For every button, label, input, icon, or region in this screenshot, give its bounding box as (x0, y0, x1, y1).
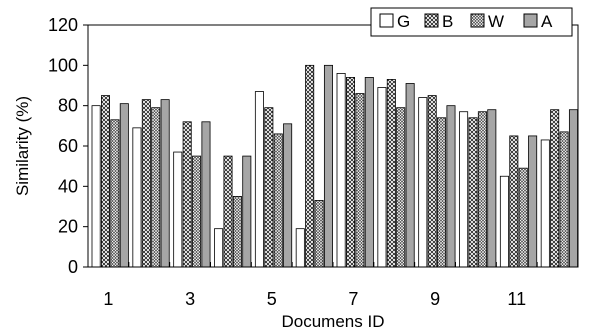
bar-g-doc-7 (336, 73, 346, 268)
bar-b-doc-4 (223, 155, 233, 268)
bar-g-doc-3 (173, 151, 183, 268)
bar-b-doc-2 (141, 99, 151, 268)
legend-swatch-g (379, 13, 394, 28)
bar-b-doc-1 (101, 95, 111, 268)
bar-g-doc-2 (132, 127, 142, 268)
y-tick-label: 40 (58, 176, 78, 196)
bar-b-doc-12 (550, 109, 560, 268)
x-tick-label: 11 (507, 289, 526, 309)
y-axis-ticks: 0 20 40 60 80 100 120 (48, 15, 88, 277)
legend-swatch-b (424, 13, 439, 28)
x-tick-label: 7 (348, 289, 358, 309)
bar-a-doc-7 (364, 77, 374, 268)
bar-a-doc-1 (119, 103, 129, 268)
y-tick-label: 120 (48, 15, 78, 35)
bar-w-doc-6 (314, 200, 324, 268)
bar-a-doc-8 (405, 83, 415, 268)
bar-w-doc-7 (355, 93, 365, 268)
legend: G B W A (370, 7, 573, 37)
y-tick-label: 20 (58, 217, 78, 237)
bar-w-doc-5 (273, 133, 283, 268)
bar-w-doc-11 (518, 167, 528, 268)
bar-a-doc-6 (323, 64, 333, 268)
bar-w-doc-8 (396, 107, 406, 268)
bars-group (91, 64, 578, 268)
bar-w-doc-10 (477, 111, 487, 268)
bar-g-doc-11 (499, 175, 509, 268)
bar-b-doc-7 (345, 77, 355, 268)
bar-a-doc-9 (446, 105, 456, 268)
legend-swatch-w (470, 13, 485, 28)
bar-a-doc-2 (160, 99, 170, 268)
bar-a-doc-11 (528, 135, 538, 268)
x-tick-label: 9 (430, 289, 440, 309)
x-tick-label: 1 (103, 289, 113, 309)
plot-area (87, 24, 579, 268)
bar-b-doc-5 (264, 107, 274, 268)
legend-label-g: G (397, 12, 410, 31)
y-tick-label: 100 (48, 55, 78, 75)
bar-g-doc-9 (418, 97, 428, 268)
bar-g-doc-1 (91, 105, 101, 268)
y-tick-label: 60 (58, 136, 78, 156)
legend-label-a: A (541, 12, 553, 31)
x-axis-label: Documens ID (282, 312, 385, 331)
y-tick-label: 80 (58, 96, 78, 116)
bar-b-doc-8 (386, 79, 396, 268)
y-tick-label: 0 (68, 257, 78, 277)
bar-w-doc-12 (559, 131, 569, 268)
bar-w-doc-4 (232, 196, 242, 268)
legend-label-w: W (488, 12, 504, 31)
bar-b-doc-11 (509, 135, 519, 268)
bar-a-doc-5 (283, 123, 293, 268)
bar-g-doc-8 (377, 87, 387, 268)
bar-w-doc-2 (151, 107, 161, 268)
bar-a-doc-12 (568, 109, 578, 268)
bar-g-doc-4 (214, 228, 224, 268)
legend-swatch-a (523, 13, 538, 28)
bar-g-doc-5 (254, 91, 264, 268)
y-axis-label: Similarity (%) (13, 96, 32, 196)
bar-a-doc-3 (201, 121, 211, 268)
bar-g-doc-6 (295, 228, 305, 268)
x-tick-label: 3 (185, 289, 195, 309)
bar-a-doc-4 (242, 155, 252, 268)
bar-b-doc-6 (305, 64, 315, 268)
bar-b-doc-10 (468, 117, 478, 268)
bar-g-doc-10 (459, 111, 469, 268)
legend-label-b: B (442, 12, 453, 31)
bar-b-doc-9 (427, 95, 437, 268)
bar-w-doc-1 (110, 119, 120, 268)
bar-g-doc-12 (540, 139, 550, 268)
x-axis-ticks: 1 3 5 7 9 11 (103, 262, 538, 309)
bar-w-doc-3 (192, 155, 202, 268)
bar-a-doc-10 (487, 109, 497, 268)
x-tick-label: 5 (267, 289, 277, 309)
bar-w-doc-9 (437, 117, 447, 268)
bar-b-doc-3 (182, 121, 192, 268)
